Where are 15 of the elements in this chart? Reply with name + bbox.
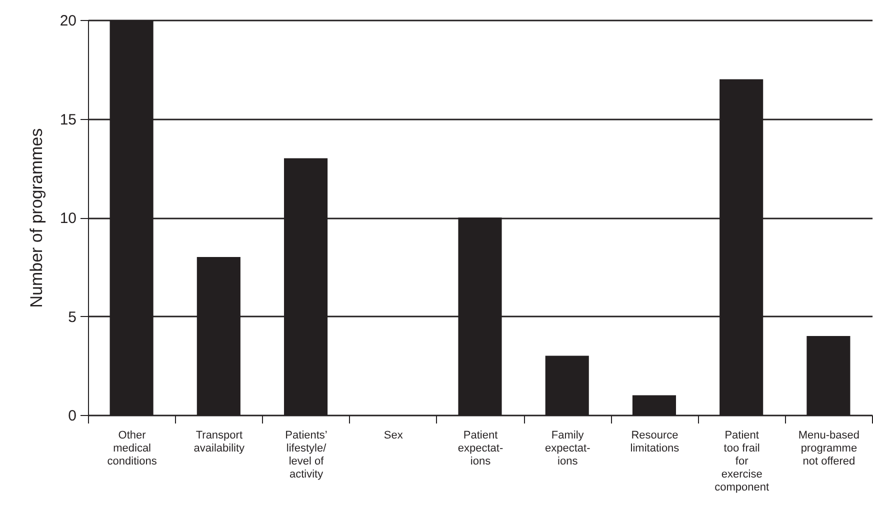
- y-tick-label: 0: [68, 408, 76, 424]
- x-tick-label: Family expectat- ions: [544, 430, 591, 468]
- y-tick-label: 15: [60, 111, 76, 128]
- x-tick-label: Resource limitations: [630, 430, 680, 454]
- x-tick-label: Patients’ lifestyle/ level of activity: [285, 430, 328, 480]
- x-tick-label: Other medical conditions: [107, 430, 158, 468]
- y-axis-title: Number of programmes: [26, 128, 46, 308]
- x-tick-label: Menu-based programme not offered: [798, 430, 860, 468]
- x-tick-label: Patient expectat- ions: [458, 430, 504, 468]
- x-tick-label: Transport availability: [194, 430, 246, 454]
- y-tick-label: 5: [68, 308, 76, 326]
- y-tick-label: 10: [60, 210, 76, 227]
- x-tick-label: Patient too frail for exercise component: [714, 430, 770, 494]
- x-tick-label: Sex: [384, 430, 404, 442]
- y-tick-label: 20: [60, 12, 76, 30]
